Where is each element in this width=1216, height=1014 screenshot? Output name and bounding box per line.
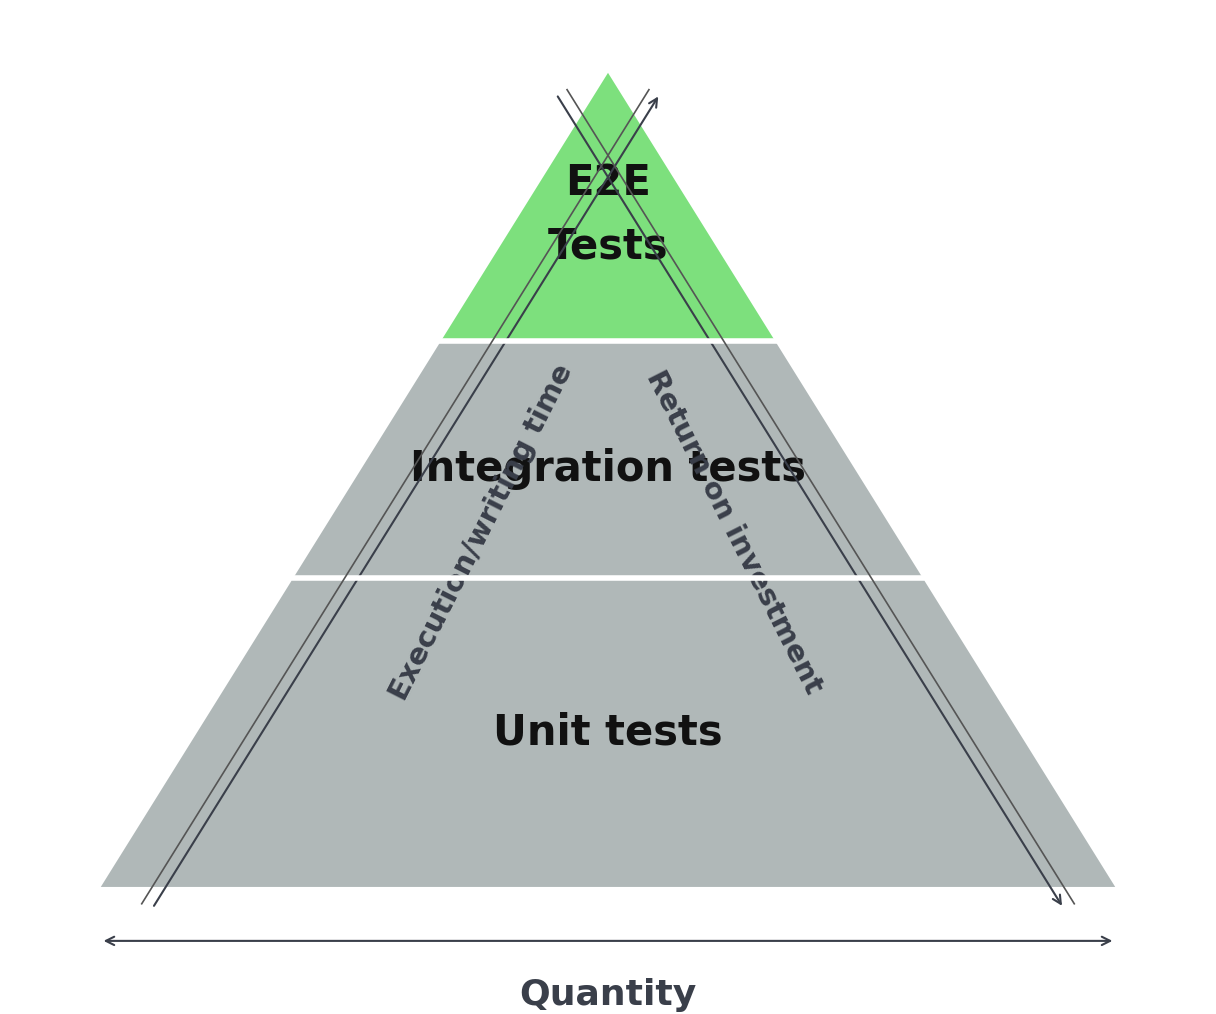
Text: Tests: Tests (547, 225, 669, 268)
Text: Quantity: Quantity (519, 977, 697, 1012)
Polygon shape (293, 342, 923, 578)
Text: Unit tests: Unit tests (494, 711, 722, 753)
Text: Return on investment: Return on investment (641, 366, 828, 699)
Text: Execution/writing time: Execution/writing time (385, 360, 579, 705)
Polygon shape (440, 73, 776, 342)
Text: Integration tests: Integration tests (410, 448, 806, 491)
Polygon shape (101, 578, 1115, 887)
Text: E2E: E2E (565, 161, 651, 204)
